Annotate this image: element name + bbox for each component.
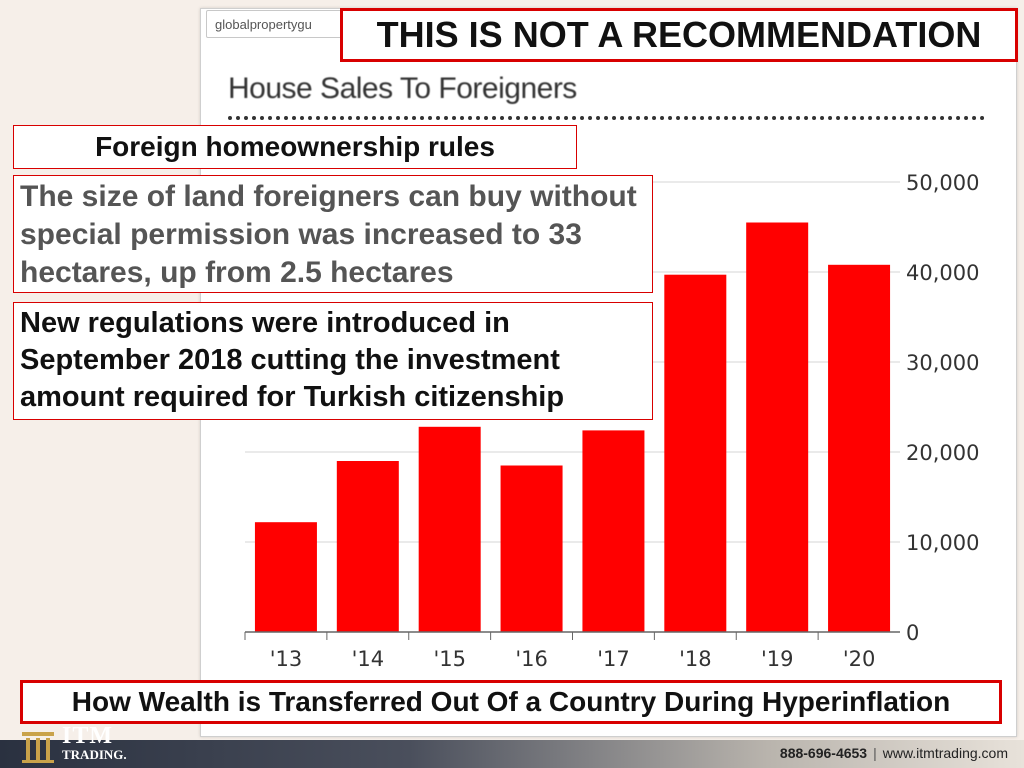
y-tick-label: 0 — [906, 621, 919, 645]
logo-line-2: TRADING. — [62, 747, 127, 762]
citizenship-note: New regulations were introduced in Septe… — [13, 302, 653, 420]
bar — [664, 274, 727, 632]
y-tick-label: 40,000 — [906, 261, 979, 285]
itm-logo-icon — [22, 732, 54, 763]
website-link[interactable]: www.itmtrading.com — [882, 745, 1008, 761]
rules-heading: Foreign homeownership rules — [13, 125, 577, 169]
bar — [500, 465, 563, 632]
bar — [336, 461, 399, 632]
y-tick-label: 20,000 — [906, 441, 979, 465]
x-tick-label: '15 — [433, 647, 466, 671]
bar — [582, 430, 645, 632]
y-tick-label: 10,000 — [906, 531, 979, 555]
contact-separator: | — [873, 745, 877, 761]
footer-title: How Wealth is Transferred Out Of a Count… — [20, 680, 1002, 724]
bar — [828, 264, 891, 632]
bar — [418, 426, 481, 632]
x-tick-label: '14 — [352, 647, 385, 671]
x-tick-label: '20 — [843, 647, 876, 671]
y-tick-label: 50,000 — [906, 171, 979, 195]
footer-bar — [0, 740, 1024, 768]
disclaimer-banner: THIS IS NOT A RECOMMENDATION — [340, 8, 1018, 62]
logo-line-1: ITM — [62, 723, 113, 749]
x-tick-label: '18 — [679, 647, 712, 671]
address-bar[interactable]: globalpropertygu — [206, 10, 366, 38]
y-tick-label: 30,000 — [906, 351, 979, 375]
x-tick-label: '19 — [761, 647, 794, 671]
bar — [746, 222, 809, 632]
phone-number: 888-696-4653 — [779, 745, 868, 761]
itm-logo-text: ITM TRADING. — [62, 724, 127, 762]
land-size-note: The size of land foreigners can buy with… — [13, 175, 653, 293]
bar — [254, 522, 317, 632]
x-tick-label: '13 — [270, 647, 303, 671]
x-tick-label: '17 — [597, 647, 630, 671]
contact-info: 888-696-4653 | www.itmtrading.com — [780, 745, 1008, 761]
x-tick-label: '16 — [515, 647, 548, 671]
title-divider — [228, 116, 985, 120]
chart-title: House Sales To Foreigners — [228, 72, 577, 105]
